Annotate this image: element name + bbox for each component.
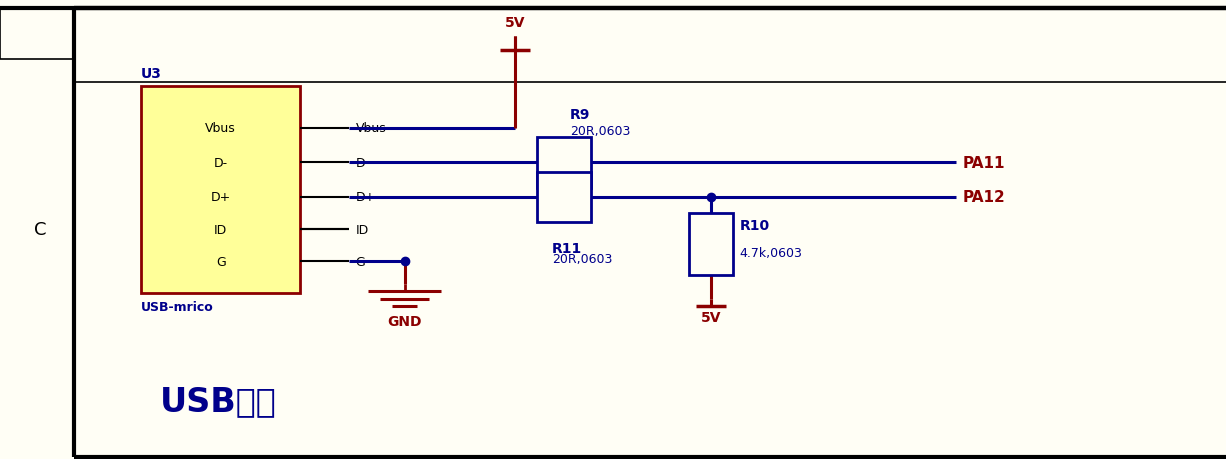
Text: D+: D+	[211, 191, 230, 204]
Text: R11: R11	[552, 241, 582, 255]
Text: Vbus: Vbus	[205, 122, 237, 135]
Text: USB电路: USB电路	[159, 385, 276, 418]
Text: G: G	[356, 255, 365, 268]
Text: R9: R9	[570, 108, 591, 122]
Text: G: G	[216, 255, 226, 268]
Text: GND: GND	[387, 314, 422, 328]
Bar	[537, 138, 591, 188]
Text: 5V: 5V	[505, 16, 525, 30]
Text: PA12: PA12	[962, 190, 1005, 205]
Text: D-: D-	[213, 157, 228, 169]
Text: 5V: 5V	[701, 310, 721, 324]
Text: R10: R10	[739, 219, 770, 233]
Text: C: C	[34, 220, 47, 239]
Bar	[537, 172, 591, 223]
Text: U3: U3	[141, 67, 162, 80]
Bar	[141, 87, 300, 294]
Text: USB-mrico: USB-mrico	[141, 301, 213, 313]
Text: ID: ID	[215, 223, 227, 236]
Text: PA11: PA11	[962, 156, 1005, 170]
Text: D-: D-	[356, 157, 370, 169]
Bar	[689, 213, 733, 275]
Text: 20R,0603: 20R,0603	[570, 125, 630, 138]
Text: D+: D+	[356, 191, 376, 204]
Text: 20R,0603: 20R,0603	[552, 252, 612, 265]
Text: 4.7k,0603: 4.7k,0603	[739, 247, 802, 260]
Text: Vbus: Vbus	[356, 122, 386, 135]
Text: ID: ID	[356, 223, 369, 236]
